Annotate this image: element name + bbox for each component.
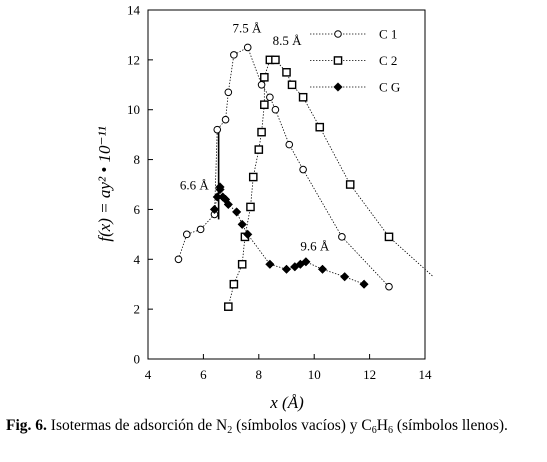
data-point-2 [224,302,233,311]
data-point-3 [340,272,350,282]
data-point-3 [231,207,242,217]
data-point-1 [221,115,230,124]
caption-h6-subscript: 6 [387,425,393,436]
data-point-3 [359,279,369,289]
data-point-1 [338,233,346,241]
data-point-3 [317,264,328,274]
caption-h-text: H [376,417,388,434]
x-tick-label: 6 [200,367,207,382]
data-point-3 [243,229,253,240]
figure-caption: Fig. 6. Isotermas de adsorción de N2 (sí… [6,416,542,436]
x-tick-label: 4 [145,367,152,382]
data-point-1 [224,88,233,97]
peak-annotation: 8.5 Å [273,33,303,48]
data-point-2 [254,145,264,154]
x-tick-label: 8 [256,367,263,382]
data-point-2 [282,68,291,77]
data-point-2 [315,122,325,132]
data-point-2 [287,80,297,90]
data-point-3 [301,257,311,267]
data-point-2 [271,55,280,65]
plot-frame [147,9,426,360]
figure-label: Fig. 6. [6,417,47,434]
data-point-2 [248,172,258,182]
x-tick-label: 12 [363,367,376,382]
series-line-2 [227,59,390,307]
data-point-2 [345,180,355,189]
legend-marker-2 [333,56,343,65]
legend-label-2: C 2 [379,53,397,68]
legend-label-1: C 1 [379,27,397,42]
data-point-2 [298,92,308,102]
legend-label-3: C G [379,80,400,95]
data-point-1 [271,105,280,114]
data-point-1 [230,51,238,59]
legend: C 1 C 2 C G [310,27,400,95]
data-point-2 [229,279,239,289]
data-point-1 [385,282,393,291]
peak-annotation: 6.6 Å [180,177,210,192]
y-tick-label: 6 [134,202,141,217]
data-point-3 [237,219,247,230]
data-point-1 [196,225,205,234]
y-tick-label: 10 [127,102,140,117]
series-2-tail [388,236,434,278]
legend-marker-3 [333,82,343,92]
caption-text-3: (símbolos llenos). [392,417,508,434]
caption-c6-subscript: 6 [371,425,377,436]
y-tick-label: 8 [134,152,141,167]
y-tick-label: 0 [134,352,141,367]
isotherm-chart: 4 6 8 10 12 14 0 2 4 6 8 10 12 14 7.5 Å 8.5 Å 6.6 Å 9.6 … [95,3,434,412]
data-point-1 [285,140,294,149]
data-point-2 [260,100,269,110]
data-point-2 [246,202,255,212]
y-tick-label: 2 [134,302,141,317]
series-markers [174,43,394,311]
data-point-1 [257,80,266,89]
data-point-3 [209,204,220,215]
data-point-3 [215,182,225,192]
peak-annotation: 7.5 Å [232,20,261,35]
peak-annotation: 9.6 Å [300,239,330,254]
caption-text-1: Isotermas de adsorción de N [46,417,228,434]
data-point-2 [237,259,247,269]
y-tick-label: 4 [134,252,141,267]
data-point-3 [265,259,275,269]
data-point-2 [384,232,394,242]
data-point-1 [182,230,191,239]
annotations: 7.5 Å 8.5 Å 6.6 Å 9.6 Å [180,20,330,253]
series-lines [178,46,434,307]
data-point-1 [174,255,183,264]
data-point-1 [266,93,274,102]
data-point-2 [260,73,269,82]
y-tick-label: 14 [127,3,141,18]
data-point-1 [213,125,222,134]
y-axis-label: f(x) = ay² • 10⁻¹¹ [95,126,114,241]
data-point-3 [281,264,292,274]
data-point-2 [257,127,266,137]
x-axis-label: x (Å) [269,393,304,412]
x-tick-label: 10 [308,367,321,382]
x-tick-label: 14 [419,367,433,382]
caption-n2-subscript: 2 [227,425,233,436]
y-tick-label: 12 [127,52,140,67]
caption-text-2: (símbolos vacíos) y C [232,417,372,434]
data-point-1 [299,165,307,174]
legend-marker-1 [334,30,342,38]
data-point-1 [243,43,252,52]
series-line-1 [178,46,390,287]
axis-ticks: 4 6 8 10 12 14 0 2 4 6 8 10 12 14 [127,3,432,383]
data-point-3 [223,199,233,210]
